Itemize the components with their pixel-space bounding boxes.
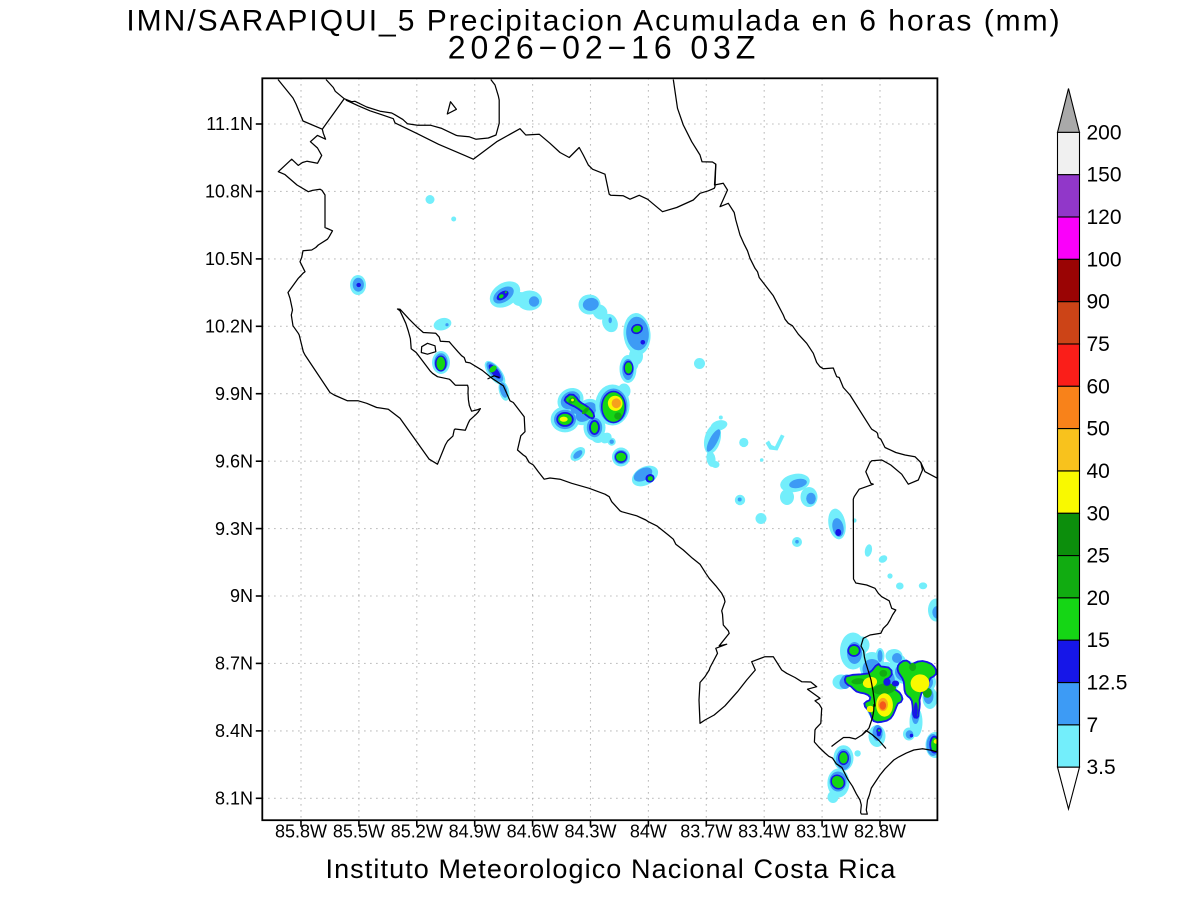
svg-text:85.2W: 85.2W	[391, 822, 443, 842]
svg-text:IMN/SARAPIQUI_5 Precipitacion: IMN/SARAPIQUI_5 Precipitacion Acumulada …	[126, 5, 1061, 38]
svg-text:100: 100	[1087, 248, 1122, 271]
svg-text:11.1N: 11.1N	[206, 114, 253, 134]
svg-text:83.4W: 83.4W	[738, 822, 790, 842]
svg-text:50: 50	[1087, 418, 1110, 441]
svg-text:85.5W: 85.5W	[333, 822, 385, 842]
svg-text:85.8W: 85.8W	[275, 822, 327, 842]
svg-text:84.6W: 84.6W	[507, 822, 559, 842]
svg-text:200: 200	[1087, 121, 1122, 144]
svg-text:30: 30	[1087, 502, 1110, 525]
svg-text:9.6N: 9.6N	[215, 451, 253, 471]
svg-text:150: 150	[1087, 164, 1122, 187]
svg-text:90: 90	[1087, 291, 1110, 314]
svg-text:20: 20	[1087, 587, 1110, 610]
svg-text:40: 40	[1087, 460, 1110, 483]
svg-text:84.9W: 84.9W	[449, 822, 501, 842]
svg-text:9N: 9N	[230, 586, 253, 606]
svg-text:2026−02−16 03Z: 2026−02−16 03Z	[448, 30, 760, 66]
svg-text:83.1W: 83.1W	[796, 822, 848, 842]
svg-text:120: 120	[1087, 206, 1122, 229]
svg-text:10.5N: 10.5N	[205, 249, 253, 269]
svg-text:8.7N: 8.7N	[215, 654, 253, 674]
svg-text:7: 7	[1087, 714, 1099, 737]
svg-text:3.5: 3.5	[1087, 756, 1116, 779]
svg-text:25: 25	[1087, 545, 1110, 568]
svg-text:82.8W: 82.8W	[854, 822, 906, 842]
svg-text:9.3N: 9.3N	[215, 519, 253, 539]
svg-text:Instituto Meteorologico Nacion: Instituto Meteorologico Nacional Costa R…	[325, 854, 896, 884]
svg-text:75: 75	[1087, 333, 1110, 356]
svg-text:83.7W: 83.7W	[680, 822, 732, 842]
svg-text:8.1N: 8.1N	[215, 789, 253, 809]
svg-text:12.5: 12.5	[1087, 672, 1128, 695]
svg-text:10.8N: 10.8N	[205, 182, 253, 202]
svg-text:84W: 84W	[630, 822, 667, 842]
svg-text:60: 60	[1087, 375, 1110, 398]
svg-text:10.2N: 10.2N	[205, 317, 253, 337]
svg-text:15: 15	[1087, 629, 1110, 652]
svg-text:84.3W: 84.3W	[564, 822, 616, 842]
svg-text:8.4N: 8.4N	[215, 721, 253, 741]
svg-text:9.9N: 9.9N	[215, 384, 253, 404]
